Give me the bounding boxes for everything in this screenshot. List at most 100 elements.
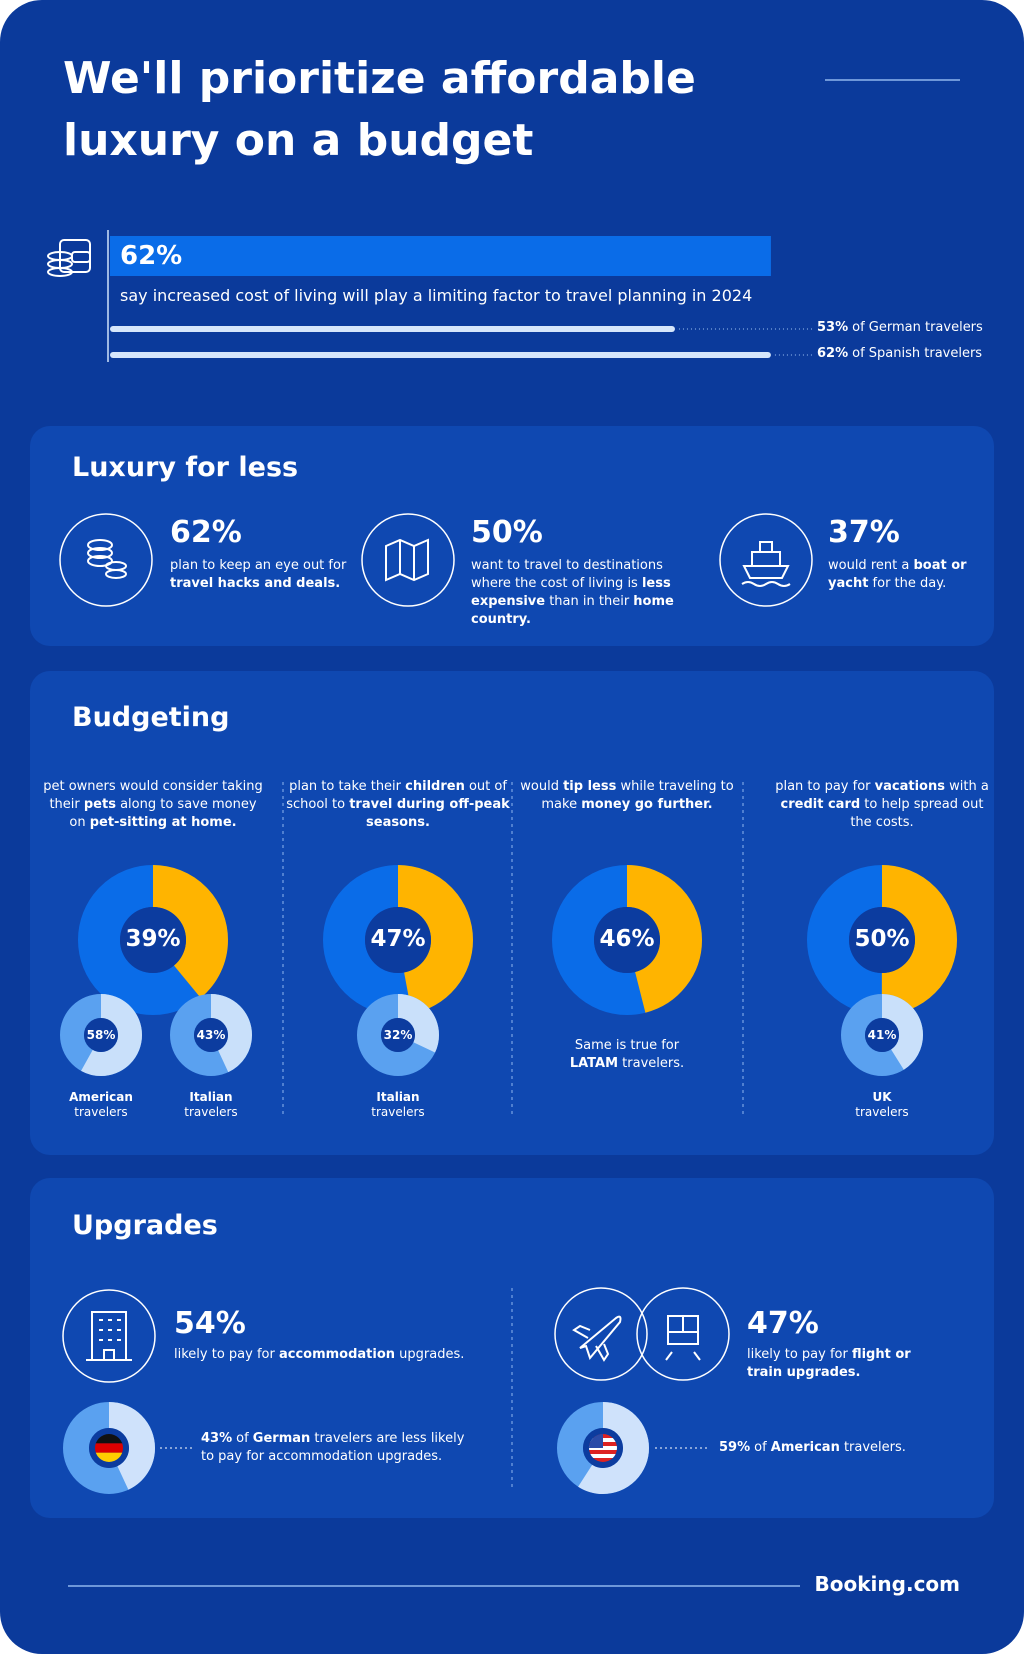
text-segment: plan to pay for [775,779,875,794]
flag-stripe [95,1434,123,1444]
description: likely to pay for accommodation upgrades… [174,1346,474,1364]
donut-segment [60,994,142,1076]
title: We'll prioritize affordable luxury on a … [63,53,696,166]
text-segment: money go further. [581,797,713,812]
text-segment: of Spanish travelers [852,346,983,361]
text-segment: with a [944,779,989,794]
stat: 62% [817,346,849,361]
donut-segment [841,994,923,1076]
text-segment: along to save money on [69,797,257,830]
text-segment: credit card [780,797,861,812]
donut-hole [84,1018,118,1052]
note: Same is true for LATAM travelers. [552,1037,702,1073]
donut-segment [552,865,702,1015]
icon-circle [361,513,455,607]
stat: 47% [747,1306,819,1341]
stat: 43% [196,1028,226,1042]
description: plan to pay for vacations with a credit … [770,778,994,832]
section-title: Luxury for less [72,452,299,483]
stat: 41% [867,1028,897,1042]
text-segment: would rent a [828,558,914,573]
text-segment: accommodation [278,1347,396,1362]
train-icon [665,1315,701,1361]
text-segment: would [520,779,564,794]
stat: 62% [120,241,183,271]
text-segment: out of school to [286,779,507,812]
stat: 37% [828,515,900,550]
stat: 32% [383,1028,413,1042]
comparison-label: 62% of Spanish travelers [817,346,982,361]
flag-stripe [589,1458,617,1462]
panel [30,671,994,1155]
icon-circle [719,513,813,607]
text-segment: travel hacks and deals. [170,576,341,591]
text-segment: travelers. [618,1056,685,1071]
text-segment: less expensive [471,576,671,609]
text-segment: children [405,779,465,794]
stat: 59% [719,1440,751,1455]
text-segment: upgrades. [395,1347,465,1362]
coins-icon [87,539,127,579]
text-segment: home country. [471,594,674,627]
text-segment: German [252,1431,311,1446]
text-segment: of [236,1431,253,1446]
group-text: travelers [184,1105,238,1119]
text-segment: travelers are less likely to pay for acc… [201,1431,465,1464]
text-segment: for the day. [868,576,947,591]
description: would tip less while traveling to make m… [515,778,739,814]
building-icon [86,1311,132,1361]
bar [110,326,675,332]
donut-segment [323,865,473,1015]
description: would rent a boat or yacht for the day. [828,557,978,593]
plane-icon [572,1315,622,1362]
icon-circle [62,1289,156,1383]
coin [87,555,113,567]
donut-hole [594,907,660,973]
section-title: Budgeting [72,702,230,733]
text-segment: plan to keep an eye out for [170,558,347,573]
text-segment: plan to take their [289,779,406,794]
group-name: American [69,1090,133,1104]
stat: 47% [370,926,426,952]
flag-usa [589,1434,617,1462]
text-segment: likely to pay for [747,1347,852,1362]
flag-stripe [589,1450,617,1454]
comparison-label: 43% of German travelers are less likely t… [201,1430,471,1466]
text-segment: of German travelers [852,320,983,335]
group-name: Italian [376,1090,420,1104]
text-segment: than in their [545,594,634,609]
stat: 46% [599,926,655,952]
coin [87,539,113,551]
stat: 50% [471,515,543,550]
description: plan to take their children out of schoo… [286,778,510,832]
group-text: travelers [855,1105,909,1119]
text-segment: likely to pay for [174,1347,279,1362]
map-icon [385,538,429,582]
coin [105,569,127,579]
stat: 53% [817,320,849,335]
wallet-icon [47,239,91,277]
stat: 50% [854,926,910,952]
text-segment: tip less [563,779,617,794]
icon-circle [636,1287,730,1381]
brand: Booking.com [814,1572,960,1596]
text-segment: boat or yacht [828,558,967,591]
flag-germany [95,1434,123,1462]
group-name: Italian [189,1090,233,1104]
stat: 39% [125,926,181,952]
text-segment: American [770,1440,840,1455]
donut-segment [78,865,228,1015]
text-segment: travel during off-peak seasons. [349,797,510,830]
stat: 54% [174,1306,246,1341]
description: pet owners would consider taking their p… [41,778,265,832]
text-segment: vacations [874,779,945,794]
donut-segment [357,994,439,1076]
stat: 58% [86,1028,116,1042]
flag-stripe [589,1454,617,1458]
section-title: Upgrades [72,1210,218,1241]
icon-circle [59,513,153,607]
text-segment: want to travel to destinations where the… [471,558,663,591]
stat: 62% [170,515,242,550]
